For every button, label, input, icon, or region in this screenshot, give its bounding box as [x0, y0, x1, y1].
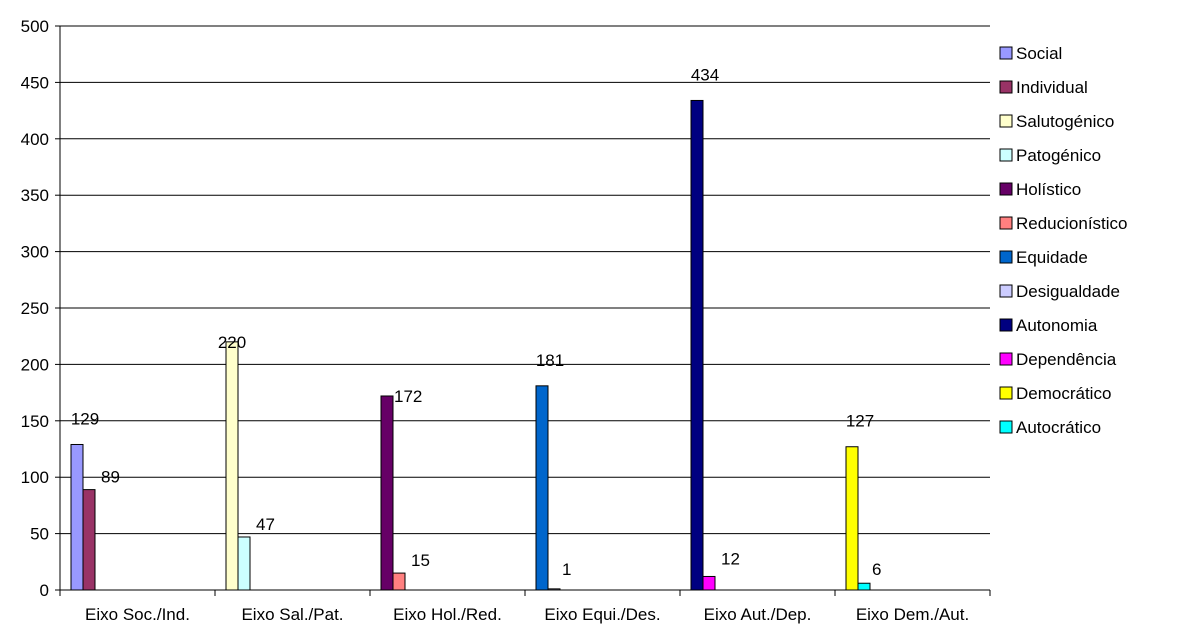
bar: [702, 575, 716, 591]
legend: Social Individual Salutogénico Patogénico Ho…: [999, 44, 1128, 437]
y-tick-label: 500: [21, 17, 49, 36]
legend-label: Patogénico: [1016, 146, 1101, 165]
y-tick-label: 200: [21, 355, 49, 374]
y-tick-label: 450: [21, 73, 49, 92]
x-tick-label: Eixo Aut./Dep.: [704, 605, 812, 624]
legend-swatch: [999, 80, 1013, 94]
legend-swatch: [999, 182, 1013, 196]
bar: [535, 385, 549, 591]
legend-label: Social: [1016, 44, 1062, 63]
legend-label: Equidade: [1016, 248, 1088, 267]
data-label: 220: [218, 333, 246, 352]
data-label: 47: [256, 515, 275, 534]
legend-label: Autocrático: [1016, 418, 1101, 437]
legend-label: Individual: [1016, 78, 1088, 97]
legend-swatch: [999, 250, 1013, 264]
axes: [55, 25, 991, 596]
legend-label: Autonomia: [1016, 316, 1098, 335]
data-label: 127: [846, 412, 874, 431]
legend-swatch: [999, 114, 1013, 128]
gridlines: [60, 25, 990, 535]
legend-label: Salutogénico: [1016, 112, 1114, 131]
x-axis-ticks: Eixo Soc./Ind. Eixo Sal./Pat. Eixo Hol./Re…: [85, 605, 969, 624]
legend-swatch: [999, 318, 1013, 332]
bar: [82, 489, 96, 591]
bar: [690, 99, 704, 591]
x-tick-label: Eixo Soc./Ind.: [85, 605, 190, 624]
legend-swatch: [999, 216, 1013, 230]
legend-swatch: [999, 352, 1013, 366]
data-label: 129: [71, 409, 99, 428]
y-axis-ticks: 0 50 100 150 200 250 300 350 400 450 500: [21, 17, 49, 600]
x-tick-label: Eixo Sal./Pat.: [241, 605, 343, 624]
data-label: 434: [691, 65, 719, 84]
legend-label: Dependência: [1016, 350, 1117, 369]
legend-swatch: [999, 148, 1013, 162]
y-tick-label: 300: [21, 243, 49, 262]
legend-swatch: [999, 46, 1013, 60]
data-label: 181: [536, 351, 564, 370]
bar: [70, 443, 84, 591]
bar: [225, 341, 239, 591]
legend-label: Holístico: [1016, 180, 1081, 199]
bar: [392, 572, 406, 591]
data-label: 89: [101, 468, 120, 487]
x-tick-label: Eixo Dem./Aut.: [856, 605, 969, 624]
y-tick-label: 400: [21, 130, 49, 149]
y-tick-label: 250: [21, 299, 49, 318]
data-label: 12: [721, 549, 740, 568]
data-label: 1: [562, 560, 571, 579]
bar: [857, 582, 871, 591]
bar: [237, 536, 251, 591]
data-label: 15: [411, 551, 430, 570]
legend-label: Reducionístico: [1016, 214, 1128, 233]
y-tick-label: 150: [21, 412, 49, 431]
data-label: 6: [872, 560, 881, 579]
y-tick-label: 0: [40, 581, 49, 600]
legend-swatch: [999, 284, 1013, 298]
x-tick-label: Eixo Equi./Des.: [544, 605, 660, 624]
legend-label: Desigualdade: [1016, 282, 1120, 301]
y-tick-label: 100: [21, 468, 49, 487]
x-tick-label: Eixo Hol./Red.: [393, 605, 502, 624]
bar: [845, 446, 859, 591]
data-labels: 129 89 220 47 172 15 181 1 434 12 127 6: [71, 65, 882, 579]
legend-label: Democrático: [1016, 384, 1111, 403]
legend-swatch: [999, 420, 1013, 434]
y-tick-label: 50: [30, 525, 49, 544]
data-label: 172: [394, 387, 422, 406]
y-tick-label: 350: [21, 186, 49, 205]
legend-swatch: [999, 386, 1013, 400]
bar: [380, 395, 394, 591]
bars: [70, 99, 871, 591]
